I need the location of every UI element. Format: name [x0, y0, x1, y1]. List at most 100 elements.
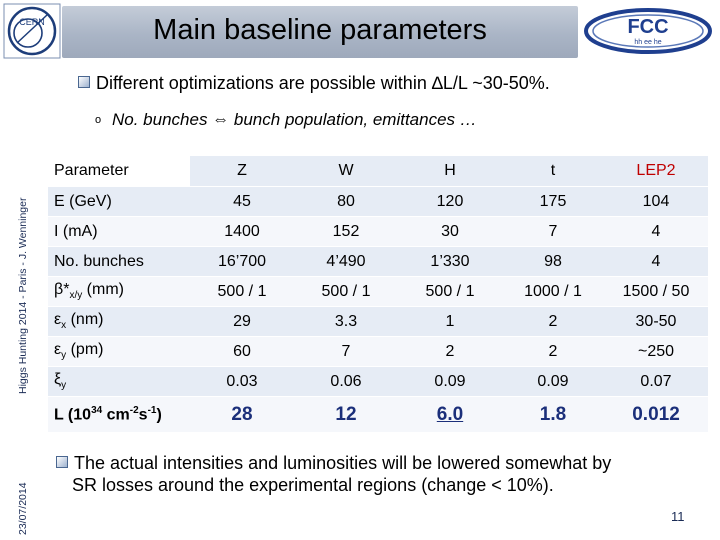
checkbox-bullet-icon: [78, 76, 90, 89]
row-label-subscript: x: [61, 320, 67, 332]
table-cell: 120: [398, 186, 502, 217]
row-label: εx (nm): [48, 306, 190, 337]
fcc-logo: FCC hh ee he: [584, 8, 712, 54]
row-label-subscript: y: [61, 350, 67, 362]
table-cell: 0.06: [294, 366, 398, 397]
table-cell: 104: [604, 186, 708, 217]
table-cell: 152: [294, 216, 398, 247]
column-header: H: [398, 156, 502, 187]
table-cell: 30: [398, 216, 502, 247]
table-cell: 80: [294, 186, 398, 217]
table-cell: 60: [190, 336, 294, 367]
table-cell: 1000 / 1: [502, 276, 604, 307]
fcc-logo-text: FCC: [627, 16, 668, 38]
bullet-intensities-line1: The actual intensities and luminosities …: [74, 453, 612, 473]
table-row: εy (pm) 60 7 2 2 ~250: [48, 336, 708, 367]
table-cell: 4: [604, 216, 708, 247]
row-label: ξy: [48, 366, 190, 397]
luminosity-value: 12: [294, 396, 398, 433]
table-cell: 0.03: [190, 366, 294, 397]
table-cell: 2: [502, 306, 604, 337]
row-label-subscript: x/y: [69, 290, 83, 302]
row-label-unit: (mm): [82, 281, 124, 299]
date-caption: 23/07/2014: [17, 482, 29, 535]
table-cell: 1500 / 50: [604, 276, 708, 307]
column-header: Parameter: [48, 156, 190, 187]
lumi-label-exponent: -2: [129, 404, 139, 416]
luminosity-value: 0.012: [604, 396, 708, 433]
column-header: W: [294, 156, 398, 187]
table-cell: 500 / 1: [190, 276, 294, 307]
column-header-lep2: LEP2: [604, 156, 708, 187]
table-header-row: Parameter Z W H t LEP2: [48, 156, 708, 187]
luminosity-row: L (1034 cm-2s-1) 28 12 6.0 1.8 0.012: [48, 396, 708, 433]
table-cell: 7: [502, 216, 604, 247]
table-cell: 0.09: [398, 366, 502, 397]
table-cell: 4’490: [294, 246, 398, 277]
table-cell: 1’330: [398, 246, 502, 277]
sub-bullet-text: No. bunches ⇔ bunch population, emittanc…: [112, 110, 477, 129]
bullet-intensities-line2: SR losses around the experimental region…: [72, 475, 554, 495]
luminosity-value: 28: [190, 396, 294, 433]
lumi-label-part: L (10: [54, 406, 92, 424]
row-label-symbol: ε: [54, 341, 62, 359]
event-caption: Higgs Hunting 2014 - Paris - J. Wenninge…: [17, 197, 29, 395]
table-cell: 500 / 1: [294, 276, 398, 307]
luminosity-label: L (1034 cm-2s-1): [48, 396, 190, 433]
table-cell: 175: [502, 186, 604, 217]
page-number: 11: [671, 509, 685, 524]
table-cell: 30-50: [604, 306, 708, 337]
table-cell: 45: [190, 186, 294, 217]
luminosity-value: 1.8: [502, 396, 604, 433]
lumi-label-part: s: [138, 406, 148, 424]
table-cell: 1400: [190, 216, 294, 247]
page-title: Main baseline parameters: [153, 14, 487, 46]
sub-bullet-marker: o: [95, 114, 102, 126]
row-label-symbol: β*: [54, 281, 70, 299]
row-label-symbol: ε: [54, 311, 62, 329]
row-label-unit: (nm): [66, 311, 104, 329]
table-cell: 2: [502, 336, 604, 367]
table-row: No. bunches 16’700 4’490 1’330 98 4: [48, 246, 708, 277]
lumi-label-exponent: -1: [147, 404, 157, 416]
lumi-label-part: cm: [102, 406, 130, 424]
table-cell: 16’700: [190, 246, 294, 277]
row-label: β*x/y (mm): [48, 276, 190, 307]
row-label-symbol: ξ: [54, 371, 62, 389]
table-row: ξy 0.03 0.06 0.09 0.09 0.07: [48, 366, 708, 397]
table-row: β*x/y (mm) 500 / 1 500 / 1 500 / 1 1000 …: [48, 276, 708, 307]
fcc-logo-subtext: hh ee he: [634, 39, 661, 46]
table-cell: 0.09: [502, 366, 604, 397]
table-cell: 7: [294, 336, 398, 367]
parameter-table: Parameter Z W H t LEP2 E (GeV) 45 80 120…: [48, 156, 708, 433]
table-row: εx (nm) 29 3.3 1 2 30-50: [48, 306, 708, 337]
table-cell: 3.3: [294, 306, 398, 337]
row-label: I (mA): [48, 216, 190, 247]
cern-logo-text: CERN: [19, 17, 45, 27]
table-cell: 0.07: [604, 366, 708, 397]
row-label-subscript: y: [61, 380, 67, 392]
column-header: t: [502, 156, 604, 187]
table-cell: 2: [398, 336, 502, 367]
bullet-optimizations: Different optimizations are possible wit…: [78, 73, 550, 94]
table-cell: 500 / 1: [398, 276, 502, 307]
table-cell: 1: [398, 306, 502, 337]
bullet-optimizations-text: Different optimizations are possible wit…: [96, 73, 550, 93]
title-bar: [62, 6, 578, 58]
table-cell: ~250: [604, 336, 708, 367]
lumi-label-part: ): [156, 406, 162, 424]
table-cell: 4: [604, 246, 708, 277]
table-cell: 29: [190, 306, 294, 337]
table-row: E (GeV) 45 80 120 175 104: [48, 186, 708, 217]
luminosity-value: 6.0: [398, 396, 502, 433]
cern-logo: CERN: [3, 3, 61, 59]
lumi-label-exponent: 34: [91, 404, 103, 416]
row-label: E (GeV): [48, 186, 190, 217]
bullet-intensities: The actual intensities and luminosities …: [56, 452, 696, 496]
row-label: No. bunches: [48, 246, 190, 277]
table-cell: 98: [502, 246, 604, 277]
row-label: εy (pm): [48, 336, 190, 367]
table-row: I (mA) 1400 152 30 7 4: [48, 216, 708, 247]
checkbox-bullet-icon: [56, 456, 68, 469]
row-label-unit: (pm): [66, 341, 104, 359]
